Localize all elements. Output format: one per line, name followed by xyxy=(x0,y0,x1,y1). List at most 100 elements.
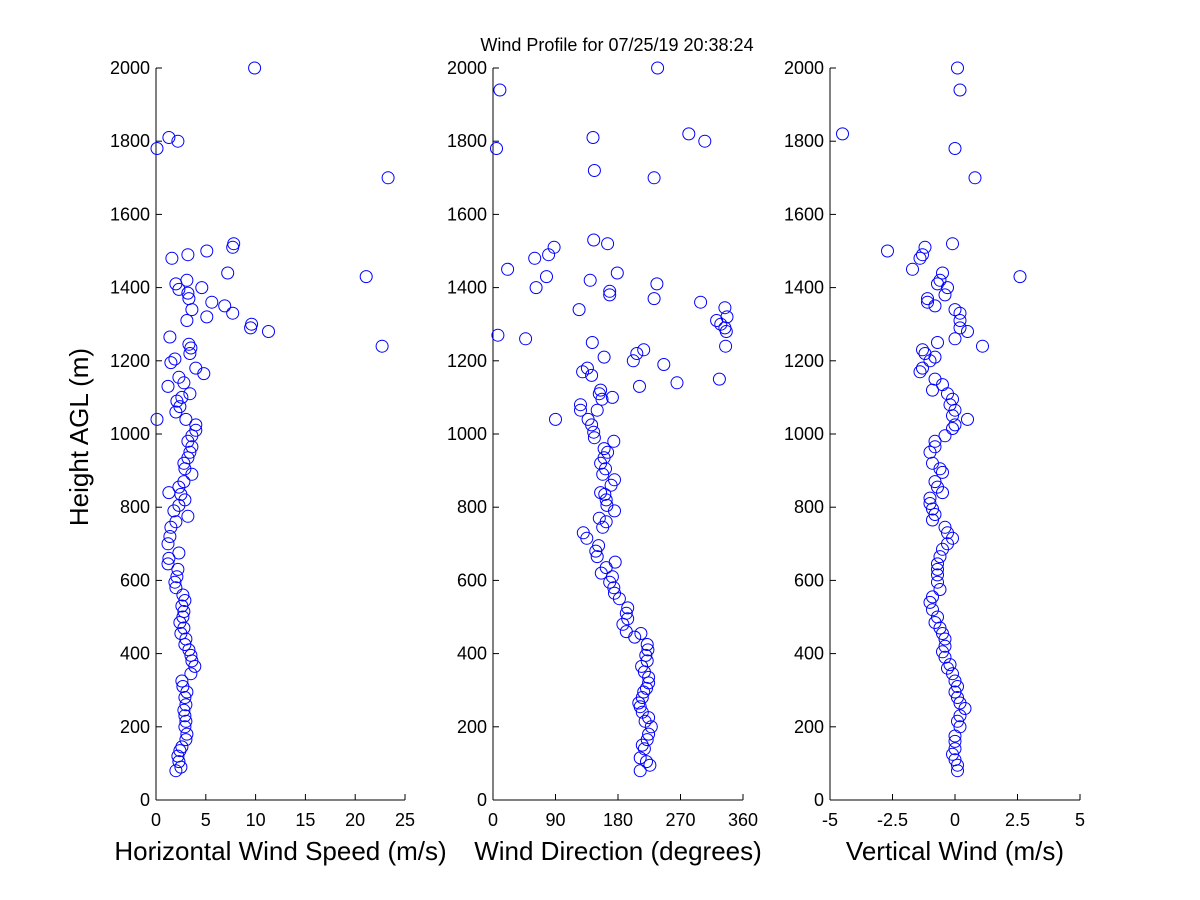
speed-data-point xyxy=(164,356,178,370)
direction-data-point xyxy=(621,601,635,615)
direction-data-point xyxy=(630,347,644,360)
vertical-data-point xyxy=(918,347,932,360)
vertical-data-point xyxy=(928,616,942,629)
speed-data-point xyxy=(180,314,194,327)
vertical-x-tick-label: 5 xyxy=(1075,810,1085,830)
speed-y-tick-label: 1200 xyxy=(110,351,150,371)
vertical-data-point xyxy=(936,627,949,640)
direction-data-point xyxy=(585,336,599,349)
speed-data-point xyxy=(162,551,176,565)
direction-data-point xyxy=(608,555,622,569)
speed-data-point xyxy=(375,339,389,353)
vertical-data-point xyxy=(913,251,927,265)
speed-data-point xyxy=(180,273,194,287)
vertical-x-tick-label: -2.5 xyxy=(877,810,908,830)
vertical-data-point xyxy=(931,568,944,582)
direction-data-point xyxy=(600,498,614,512)
direction-data-point xyxy=(583,273,597,287)
vertical-data-point xyxy=(961,325,974,338)
speed-data-point xyxy=(179,714,193,728)
direction-data-point xyxy=(640,733,654,747)
direction-x-tick-label: 360 xyxy=(728,810,758,830)
speed-y-tick-label: 800 xyxy=(120,497,150,517)
vertical-data-point xyxy=(928,475,942,489)
vertical-data-point xyxy=(926,502,939,516)
direction-data-point xyxy=(610,266,624,280)
vertical-data-point xyxy=(928,508,942,521)
speed-data-point xyxy=(381,171,395,185)
vertical-data-point xyxy=(948,674,962,688)
direction-y-tick-label: 1200 xyxy=(447,351,487,371)
speed-data-point xyxy=(178,691,192,704)
speed-data-point xyxy=(150,142,164,155)
vertical-data-point xyxy=(836,127,849,141)
vertical-y-tick-label: 400 xyxy=(794,644,824,664)
vertical-data-point xyxy=(938,288,952,302)
speed-data-point xyxy=(162,131,176,144)
vertical-data-point xyxy=(953,696,967,710)
direction-data-point xyxy=(490,142,503,155)
speed-data-point xyxy=(176,680,190,693)
direction-y-tick-label: 1400 xyxy=(447,278,487,298)
speed-data-point xyxy=(150,412,164,426)
direction-data-point xyxy=(637,742,651,756)
speed-y-tick-label: 1400 xyxy=(110,278,150,298)
direction-x-tick-label: 0 xyxy=(488,810,498,830)
vertical-data-point xyxy=(938,650,952,664)
vertical-data-point xyxy=(953,83,967,97)
vertical-data-point xyxy=(938,520,952,534)
speed-data-point xyxy=(184,667,198,681)
vertical-data-point xyxy=(948,303,962,317)
vertical-data-point xyxy=(933,583,947,596)
speed-data-point xyxy=(179,698,193,712)
vertical-data-point xyxy=(938,632,952,646)
direction-x-tick-label: 90 xyxy=(545,810,565,830)
vertical-data-point xyxy=(941,661,954,675)
vertical-x-tick-label: -5 xyxy=(822,810,838,830)
speed-data-point xyxy=(170,394,184,408)
direction-y-tick-label: 800 xyxy=(457,497,487,517)
direction-x-tick-label: 270 xyxy=(665,810,695,830)
speed-data-point xyxy=(178,720,192,734)
vertical-data-point xyxy=(928,440,942,454)
speed-data-point xyxy=(175,740,189,754)
speed-data-point xyxy=(248,61,262,75)
vertical-data-point xyxy=(948,332,962,346)
speed-data-point xyxy=(218,299,232,313)
vertical-data-point xyxy=(931,562,944,576)
vertical-data-point xyxy=(938,639,952,653)
vertical-x-tick-label: 0 xyxy=(950,810,960,830)
direction-data-point xyxy=(657,358,671,371)
vertical-data-point xyxy=(921,295,934,309)
vertical-data-point xyxy=(951,691,964,704)
direction-data-point xyxy=(607,434,621,448)
vertical-data-point xyxy=(918,240,932,254)
speed-data-point xyxy=(195,281,209,295)
direction-data-point xyxy=(597,350,611,364)
direction-data-point xyxy=(712,372,726,386)
vertical-data-point xyxy=(928,434,942,448)
speed-data-point xyxy=(182,292,196,306)
direction-y-tick-label: 1800 xyxy=(447,131,487,151)
vertical-data-point xyxy=(968,171,982,185)
vertical-data-point xyxy=(976,339,989,353)
vertical-data-point xyxy=(926,603,939,617)
speed-data-point xyxy=(181,286,195,300)
direction-data-point xyxy=(540,270,553,284)
vertical-data-point xyxy=(928,372,942,386)
vertical-data-point xyxy=(881,244,894,258)
vertical-data-point xyxy=(926,590,939,604)
vertical-data-point xyxy=(951,758,964,772)
vertical-data-point xyxy=(948,142,962,155)
direction-x-tick-label: 180 xyxy=(603,810,633,830)
vertical-data-point xyxy=(951,714,964,728)
speed-data-point xyxy=(176,610,190,624)
direction-data-point xyxy=(651,61,665,75)
vertical-data-point xyxy=(938,429,952,443)
vertical-data-point xyxy=(926,513,939,527)
vertical-data-point xyxy=(931,336,944,349)
speed-data-point xyxy=(189,361,203,375)
direction-data-point xyxy=(650,277,664,291)
